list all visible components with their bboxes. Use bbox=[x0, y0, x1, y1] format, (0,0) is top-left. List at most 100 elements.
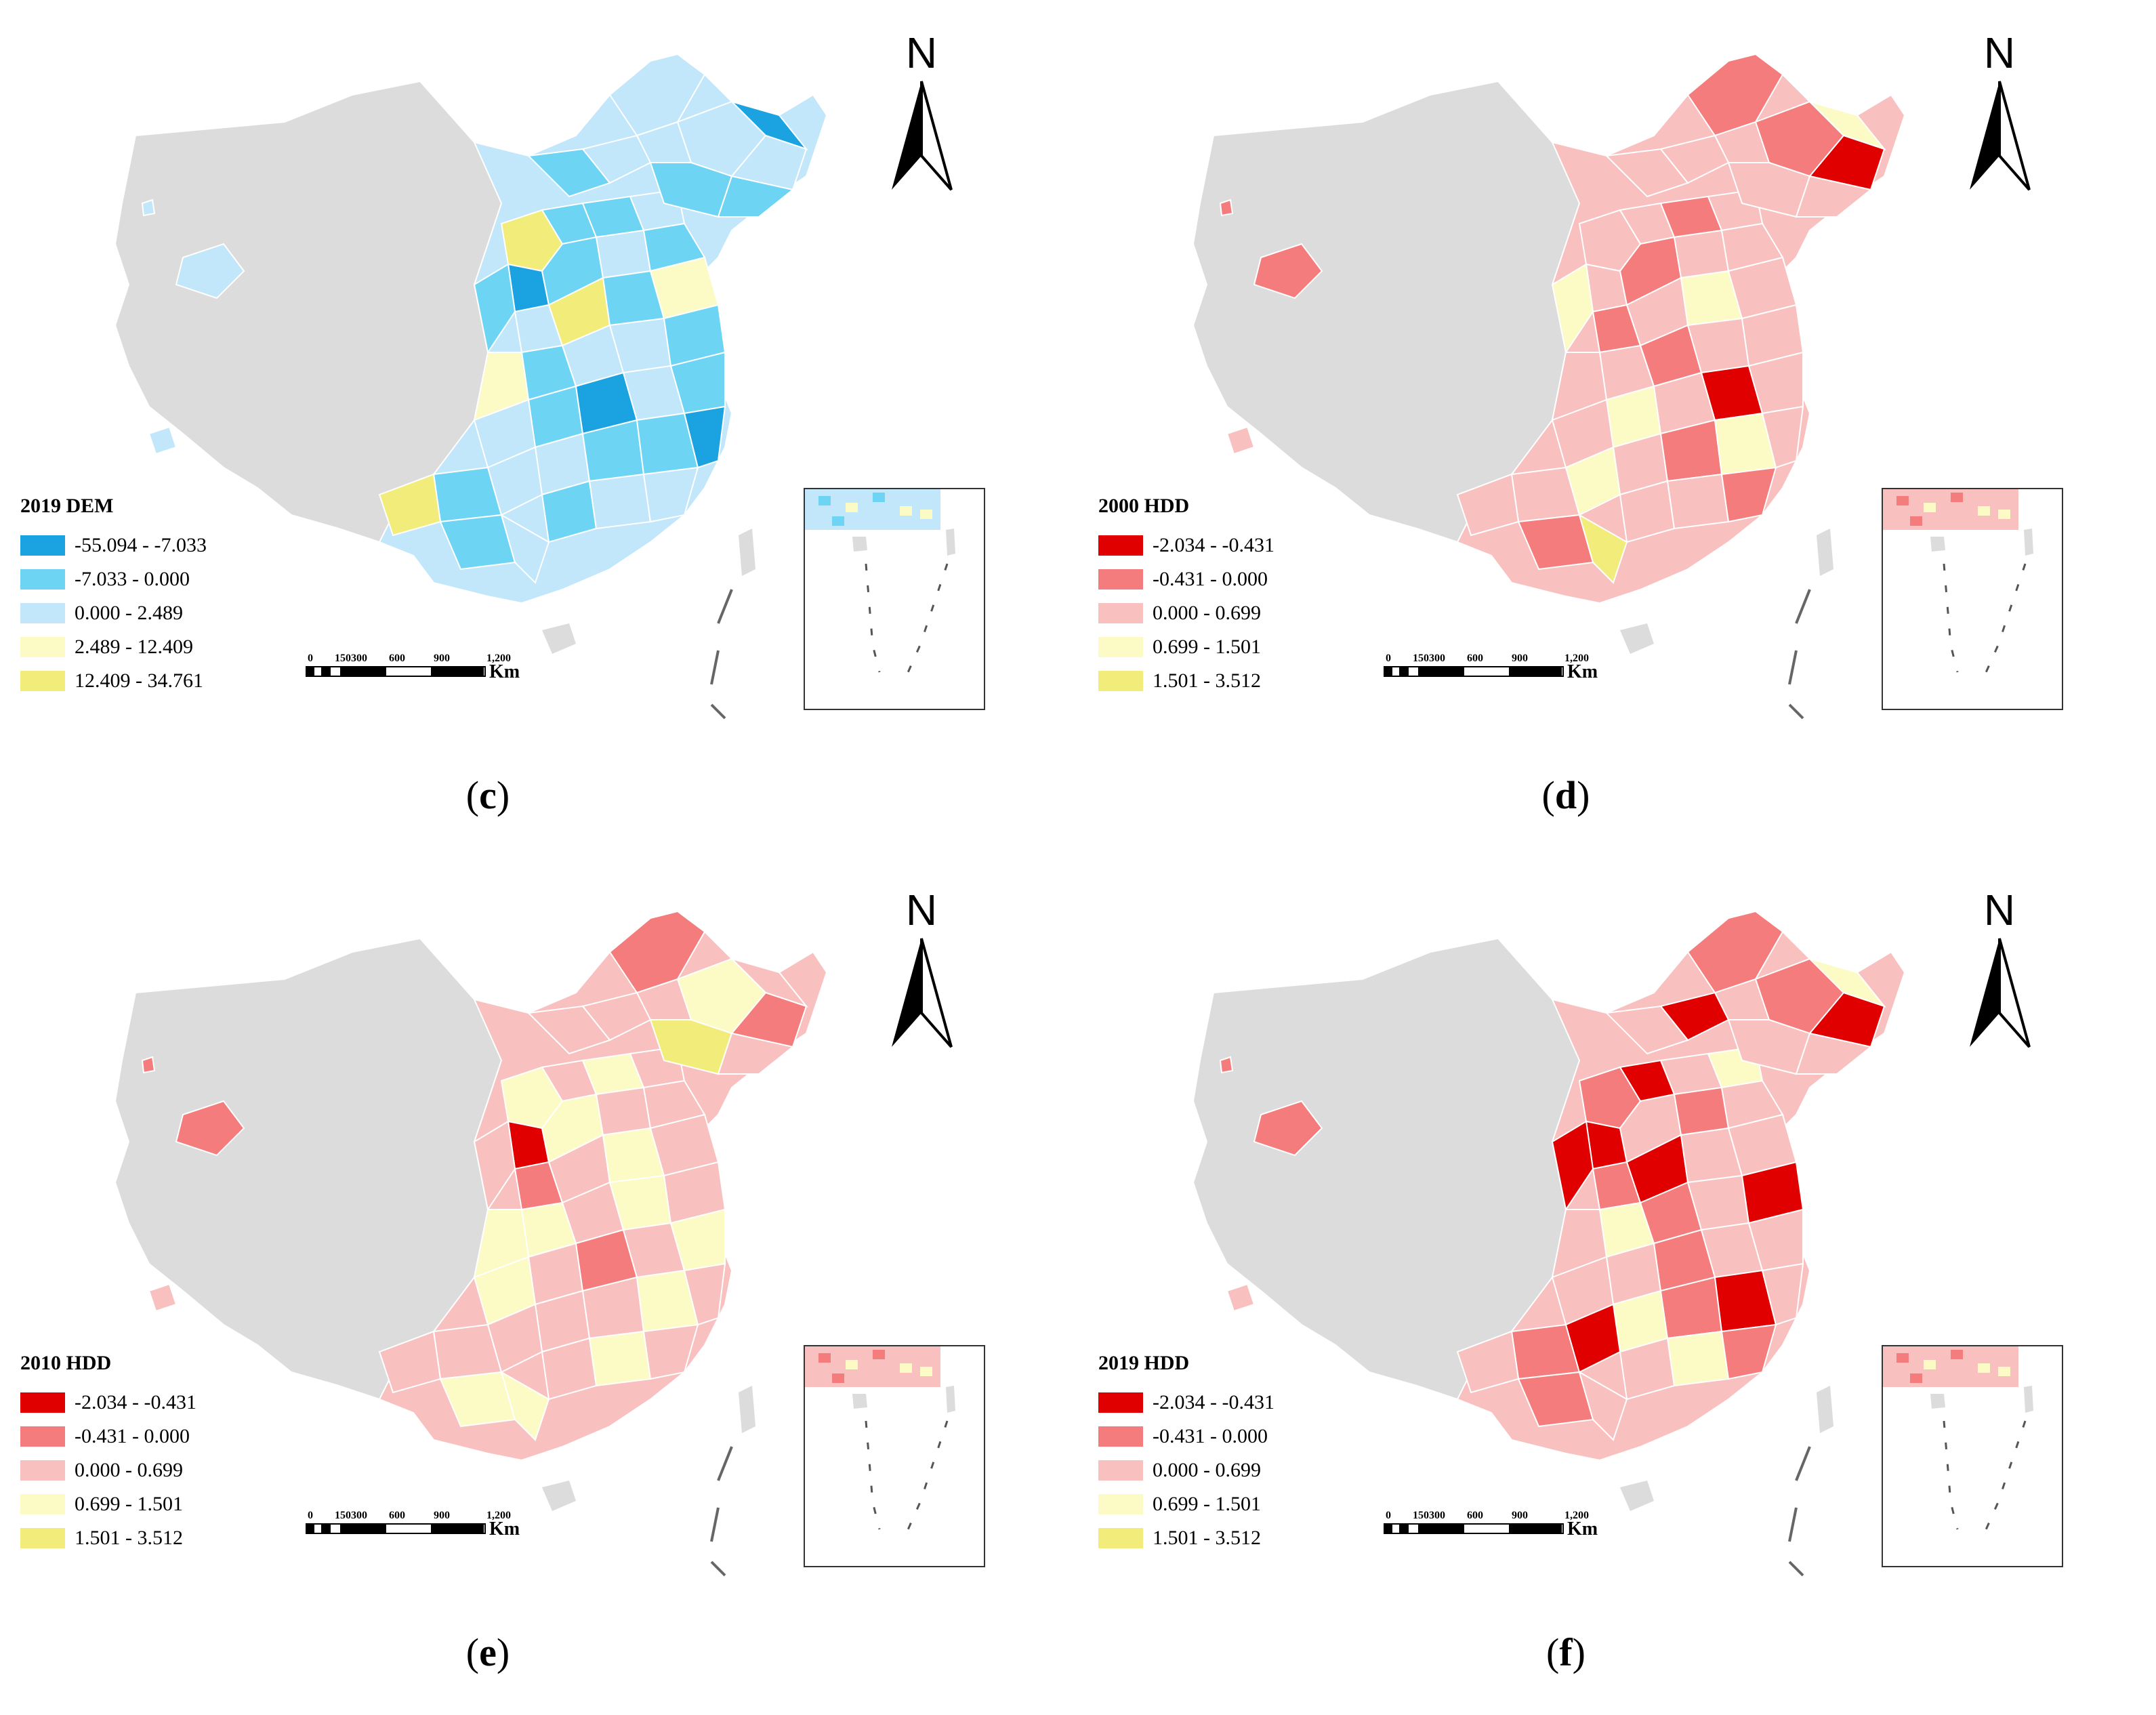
scale-bar-segment bbox=[1384, 1524, 1392, 1533]
admin-region bbox=[717, 175, 795, 218]
legend-swatch bbox=[20, 637, 65, 657]
map-panel-f: N 2019 HDD -2.034 - -0.431 -0.431 - 0.000 0.… bbox=[1078, 857, 2156, 1714]
scale-tick-label: 1,200 bbox=[486, 1510, 511, 1521]
legend-item: -2.034 - -0.431 bbox=[20, 1386, 196, 1420]
legend-swatch bbox=[20, 1528, 65, 1548]
inset-island bbox=[1930, 1394, 1945, 1409]
scale-unit: Km bbox=[1567, 1518, 1598, 1540]
north-label: N bbox=[906, 886, 937, 934]
admin-region bbox=[1219, 1056, 1234, 1074]
legend-title: 2000 HDD bbox=[1098, 495, 1190, 517]
scale-tick-label: 900 bbox=[434, 653, 450, 664]
inset-region bbox=[1896, 496, 1909, 505]
legend-item: 12.409 - 34.761 bbox=[20, 664, 207, 698]
inset-region bbox=[1910, 1373, 1922, 1383]
legend-item: 0.699 - 1.501 bbox=[1098, 630, 1274, 664]
map-panel-e: N 2010 HDD -2.034 - -0.431 -0.431 - 0.000 0.… bbox=[0, 857, 1078, 1714]
inset-region bbox=[1998, 1367, 2010, 1376]
inset-island bbox=[852, 1394, 867, 1409]
island-hainan bbox=[542, 623, 576, 654]
inset-island bbox=[1930, 537, 1945, 552]
scale-tick-label: 600 bbox=[389, 653, 405, 664]
legend-label: 2.489 - 12.409 bbox=[75, 636, 193, 658]
legend-item: 0.000 - 0.699 bbox=[1098, 596, 1274, 630]
admin-region bbox=[486, 446, 543, 516]
admin-region bbox=[588, 473, 652, 530]
north-label: N bbox=[1984, 28, 2015, 77]
admin-region bbox=[1564, 446, 1621, 516]
legend-swatch bbox=[20, 671, 65, 691]
admin-region bbox=[595, 229, 652, 279]
admin-region bbox=[588, 1330, 652, 1387]
legend-title: 2019 DEM bbox=[20, 495, 114, 517]
legend-label: -0.431 - 0.000 bbox=[1153, 1425, 1268, 1447]
arrow-left-half bbox=[1970, 938, 1999, 1047]
inset-boundary bbox=[1983, 563, 2027, 676]
admin-region bbox=[717, 1032, 795, 1075]
scale-tick-label: 0 bbox=[1386, 653, 1391, 664]
inset-boundary bbox=[865, 1420, 881, 1530]
admin-region bbox=[473, 263, 516, 354]
inset-island bbox=[2024, 1386, 2033, 1413]
scale-tick-label: 150300 bbox=[1413, 1510, 1445, 1521]
legend-swatch bbox=[1098, 1460, 1143, 1481]
legend-item: -2.034 - -0.431 bbox=[1098, 1386, 1274, 1420]
admin-region bbox=[1226, 1283, 1256, 1313]
sea-boundary-line bbox=[1788, 650, 1798, 685]
inset-region bbox=[818, 496, 831, 505]
legend-item: -7.033 - 0.000 bbox=[20, 562, 207, 596]
legend-item: -0.431 - 0.000 bbox=[1098, 562, 1274, 596]
scale-tick-label: 600 bbox=[1467, 1510, 1483, 1521]
north-arrow: N bbox=[1959, 884, 2040, 1057]
scale-bar-segment bbox=[1509, 1524, 1562, 1533]
scale-tick-label: 600 bbox=[1467, 653, 1483, 664]
scale-bar-segment bbox=[1384, 667, 1392, 676]
legend-label: 0.000 - 0.699 bbox=[75, 1459, 183, 1481]
admin-region bbox=[1604, 1005, 1689, 1055]
panel-caption: (e) bbox=[465, 1630, 510, 1674]
legend-item: -0.431 - 0.000 bbox=[20, 1420, 196, 1453]
caption-letter: c bbox=[479, 773, 497, 817]
caption-letter: d bbox=[1554, 773, 1577, 817]
scale-bar: 0 150300 600 900 1,200 Km bbox=[305, 1508, 549, 1552]
panel-caption: (c) bbox=[465, 773, 510, 817]
scale-bar-segment bbox=[306, 1524, 314, 1533]
admin-region bbox=[500, 513, 550, 584]
admin-region bbox=[683, 1262, 726, 1326]
inset-map bbox=[804, 1345, 985, 1567]
legend: 2019 HDD -2.034 - -0.431 -0.431 - 0.000 0.0… bbox=[1098, 1352, 1274, 1555]
legend-swatch bbox=[1098, 1494, 1143, 1514]
island-taiwan bbox=[1817, 1386, 1833, 1433]
admin-region bbox=[175, 243, 245, 299]
island-hainan bbox=[1620, 623, 1654, 654]
legend: 2010 HDD -2.034 - -0.431 -0.431 - 0.000 0.0… bbox=[20, 1352, 196, 1555]
panel-caption: (d) bbox=[1541, 773, 1590, 817]
admin-region bbox=[1219, 199, 1234, 217]
legend: 2000 HDD -2.034 - -0.431 -0.431 - 0.000 0.0… bbox=[1098, 495, 1274, 698]
scale-bar-segment bbox=[340, 1524, 386, 1533]
admin-region bbox=[148, 426, 178, 455]
legend-swatch bbox=[20, 1460, 65, 1481]
legend-item: 0.699 - 1.501 bbox=[1098, 1487, 1274, 1521]
admin-region bbox=[642, 1323, 699, 1380]
inset-region bbox=[832, 516, 844, 526]
sea-boundary-line bbox=[1788, 703, 1804, 720]
inset-region bbox=[1896, 1353, 1909, 1363]
legend-label: 0.699 - 1.501 bbox=[1153, 1493, 1261, 1515]
legend-label: -2.034 - -0.431 bbox=[75, 1391, 196, 1413]
legend-swatch bbox=[20, 1494, 65, 1514]
legend-item: 0.000 - 2.489 bbox=[20, 596, 207, 630]
legend-label: 0.000 - 0.699 bbox=[1153, 602, 1261, 624]
legend-item: 0.000 - 0.699 bbox=[20, 1453, 196, 1487]
map-svg bbox=[1192, 910, 1906, 1577]
scale-tick-label: 0 bbox=[308, 1510, 313, 1521]
inset-region bbox=[1978, 1363, 1990, 1373]
island-taiwan bbox=[1817, 529, 1833, 576]
inset-island bbox=[946, 529, 955, 556]
inset-boundary bbox=[865, 563, 881, 673]
island-hainan bbox=[542, 1481, 576, 1511]
admin-region bbox=[1761, 1262, 1804, 1326]
admin-region bbox=[1720, 1323, 1777, 1380]
legend-label: -2.034 - -0.431 bbox=[1153, 1391, 1274, 1413]
scale-unit: Km bbox=[489, 661, 520, 682]
